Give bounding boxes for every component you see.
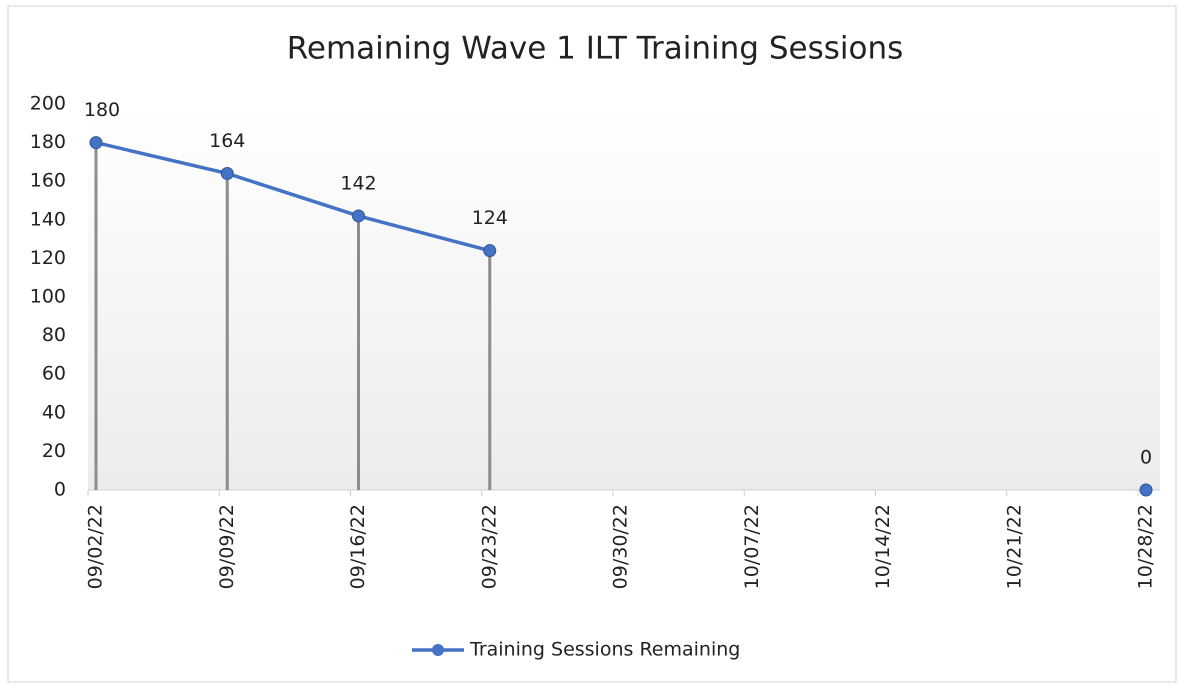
data-point: [89, 136, 103, 150]
data-label: 180: [84, 99, 120, 121]
y-tick-label: 120: [30, 247, 66, 269]
x-tick-label: 09/30/22: [610, 504, 632, 589]
x-tick-label: 10/21/22: [1003, 504, 1025, 589]
y-tick-label: 140: [30, 208, 66, 230]
x-tick-label: 10/14/22: [872, 504, 894, 589]
x-tick-label: 09/02/22: [85, 504, 107, 589]
x-tick-label: 10/07/22: [741, 504, 763, 589]
y-tick-label: 40: [42, 401, 66, 423]
data-point: [1139, 483, 1153, 497]
y-tick-label: 60: [42, 363, 66, 385]
y-tick-label: 20: [42, 440, 66, 462]
data-label: 142: [340, 172, 376, 194]
legend-marker: [432, 644, 444, 656]
y-tick-label: 180: [30, 131, 66, 153]
data-point: [352, 209, 365, 223]
data-label: 124: [472, 207, 508, 229]
y-tick-label: 160: [30, 170, 66, 192]
y-tick-label: 0: [54, 479, 66, 501]
data-point: [220, 166, 234, 180]
chart-title: Remaining Wave 1 ILT Training Sessions: [287, 31, 904, 67]
data-point: [483, 244, 497, 258]
x-tick-label: 10/28/22: [1135, 504, 1157, 589]
y-tick-label: 100: [30, 286, 66, 308]
data-label: 0: [1140, 447, 1152, 469]
x-tick-label: 09/09/22: [216, 504, 238, 589]
x-tick-label: 09/16/22: [347, 504, 369, 589]
y-tick-label: 200: [30, 93, 66, 115]
y-tick-label: 80: [42, 324, 66, 346]
x-tick-label: 09/23/22: [478, 504, 500, 589]
plot-area: [88, 104, 1160, 490]
data-label: 164: [209, 130, 245, 152]
legend-label: Training Sessions Remaining: [469, 639, 740, 661]
